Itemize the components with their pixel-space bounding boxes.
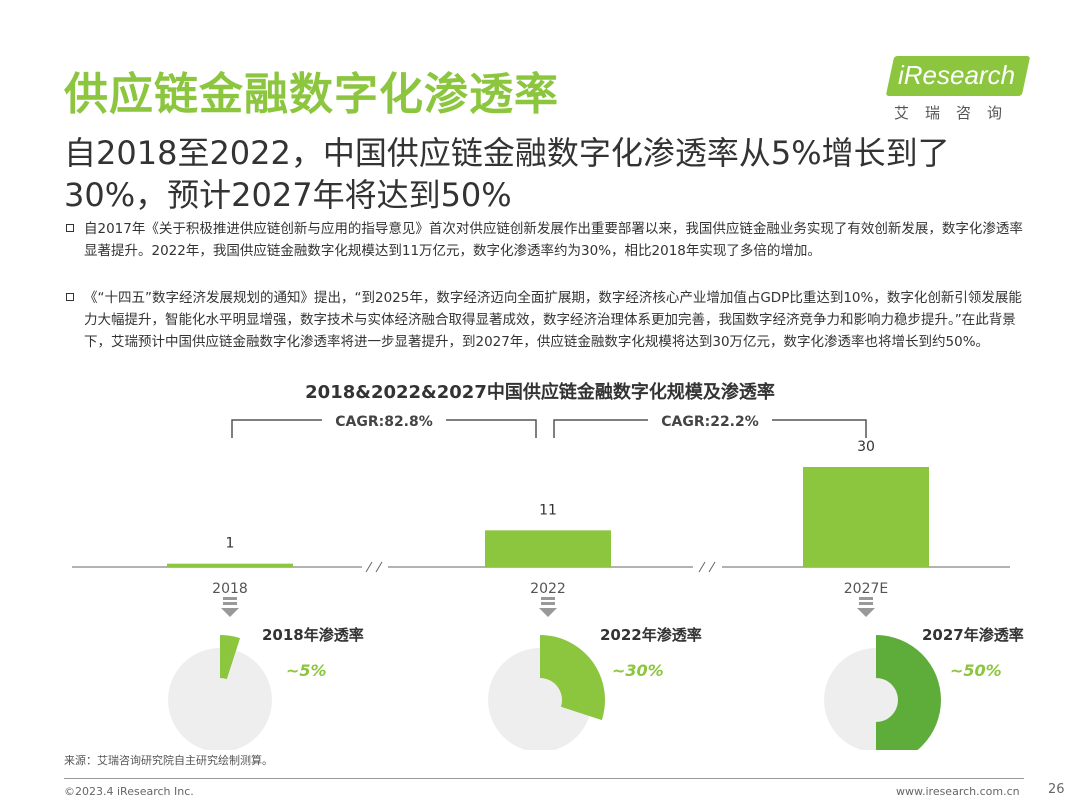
down-arrow-icon bbox=[223, 602, 237, 605]
data-label-2022: 11 bbox=[539, 502, 557, 518]
logo-cn: 艾瑞咨询 bbox=[894, 104, 1019, 122]
source-note: 来源：艾瑞咨询研究院自主研究绘制测算。 bbox=[64, 754, 273, 767]
bullet-paragraph-1: 自2017年《关于积极推进供应链创新与应用的指导意见》首次对供应链创新发展作出重… bbox=[64, 218, 1032, 262]
website: www.iresearch.com.cn bbox=[896, 785, 1020, 798]
logo-brand: iResearch bbox=[898, 60, 1016, 90]
axis-break-mark bbox=[708, 561, 716, 573]
down-arrow-icon bbox=[541, 602, 555, 605]
category-label-2018: 2018 bbox=[212, 581, 248, 597]
bar-2022 bbox=[485, 530, 611, 567]
category-label-2027E: 2027E bbox=[844, 581, 888, 597]
cagr-label-bg bbox=[648, 408, 772, 432]
axis-break-mark bbox=[375, 561, 383, 573]
penetration-label: 2022年渗透率 bbox=[600, 626, 702, 644]
donut-background bbox=[168, 648, 272, 750]
cagr-label: CAGR:82.8% bbox=[335, 414, 433, 430]
page-title: 供应链金融数字化渗透率 bbox=[64, 69, 559, 120]
copyright: ©2023.4 iResearch Inc. bbox=[64, 785, 194, 798]
down-arrow-icon bbox=[223, 597, 237, 600]
axis-break-mark bbox=[365, 561, 373, 573]
donut-slice-2022 bbox=[540, 635, 605, 721]
data-label-2018: 1 bbox=[226, 536, 235, 552]
donut-slice-2027E bbox=[876, 635, 941, 750]
down-arrow-icon bbox=[539, 608, 557, 617]
down-arrow-icon bbox=[859, 597, 873, 600]
data-label-2027E: 30 bbox=[857, 439, 875, 455]
category-label-2022: 2022 bbox=[530, 581, 566, 597]
penetration-value: ~30% bbox=[612, 661, 664, 680]
down-arrow-icon bbox=[859, 602, 873, 605]
cagr-label-bg bbox=[322, 408, 446, 432]
footer-divider bbox=[64, 778, 1024, 779]
page-number: 26 bbox=[1048, 782, 1065, 797]
down-arrow-icon bbox=[541, 597, 555, 600]
penetration-value: ~50% bbox=[950, 661, 1002, 680]
chart-canvas: 1 2018 11 2022 30 2027E CAGR:82.8% CAGR:22.2% 20… bbox=[72, 408, 1024, 750]
bullet-square-icon bbox=[66, 293, 74, 301]
penetration-label: 2027年渗透率 bbox=[922, 626, 1024, 644]
penetration-label: 2018年渗透率 bbox=[262, 626, 364, 644]
penetration-value: ~5% bbox=[286, 661, 327, 680]
chart-title: 2018&2022&2027中国供应链金融数字化规模及渗透率 bbox=[305, 382, 775, 403]
down-arrow-icon bbox=[857, 608, 875, 617]
donut-slice-2018 bbox=[220, 635, 241, 680]
bullet-square-icon bbox=[66, 224, 74, 232]
cagr-label: CAGR:22.2% bbox=[661, 414, 759, 430]
down-arrow-icon bbox=[221, 608, 239, 617]
axis-break-mark bbox=[698, 561, 706, 573]
bullet-text-1: 自2017年《关于积极推进供应链创新与应用的指导意见》首次对供应链创新发展作出重… bbox=[84, 221, 1023, 259]
page-subtitle: 自2018至2022，中国供应链金融数字化渗透率从5%增长到了30%，预计202… bbox=[64, 134, 950, 214]
iresearch-logo: iResearch 艾瑞咨询 bbox=[885, 56, 1031, 126]
bar-2018 bbox=[167, 563, 293, 567]
bullet-text-2: 《“十四五”数字经济发展规划的通知》提出，“到2025年，数字经济迈向全面扩展期… bbox=[84, 290, 1022, 350]
bar-2027E bbox=[803, 467, 929, 567]
bullet-paragraph-2: 《“十四五”数字经济发展规划的通知》提出，“到2025年，数字经济迈向全面扩展期… bbox=[64, 287, 1032, 353]
